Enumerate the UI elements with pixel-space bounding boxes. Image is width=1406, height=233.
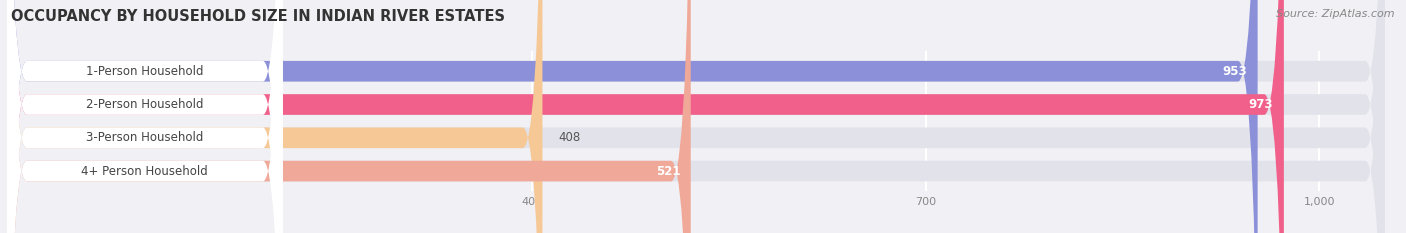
- FancyBboxPatch shape: [7, 0, 1284, 233]
- FancyBboxPatch shape: [7, 0, 283, 233]
- Text: 408: 408: [558, 131, 581, 144]
- FancyBboxPatch shape: [7, 0, 1385, 233]
- FancyBboxPatch shape: [7, 0, 690, 233]
- Text: 521: 521: [655, 164, 681, 178]
- Text: 3-Person Household: 3-Person Household: [86, 131, 204, 144]
- Text: 953: 953: [1222, 65, 1247, 78]
- Text: 2-Person Household: 2-Person Household: [86, 98, 204, 111]
- FancyBboxPatch shape: [7, 0, 283, 233]
- Text: OCCUPANCY BY HOUSEHOLD SIZE IN INDIAN RIVER ESTATES: OCCUPANCY BY HOUSEHOLD SIZE IN INDIAN RI…: [11, 9, 505, 24]
- FancyBboxPatch shape: [7, 0, 283, 233]
- FancyBboxPatch shape: [7, 0, 1385, 233]
- FancyBboxPatch shape: [7, 0, 1385, 233]
- FancyBboxPatch shape: [7, 0, 1257, 233]
- Text: Source: ZipAtlas.com: Source: ZipAtlas.com: [1277, 9, 1395, 19]
- FancyBboxPatch shape: [7, 0, 283, 233]
- Text: 973: 973: [1249, 98, 1274, 111]
- Text: 1-Person Household: 1-Person Household: [86, 65, 204, 78]
- Text: 4+ Person Household: 4+ Person Household: [82, 164, 208, 178]
- FancyBboxPatch shape: [7, 0, 543, 233]
- FancyBboxPatch shape: [7, 0, 1385, 233]
